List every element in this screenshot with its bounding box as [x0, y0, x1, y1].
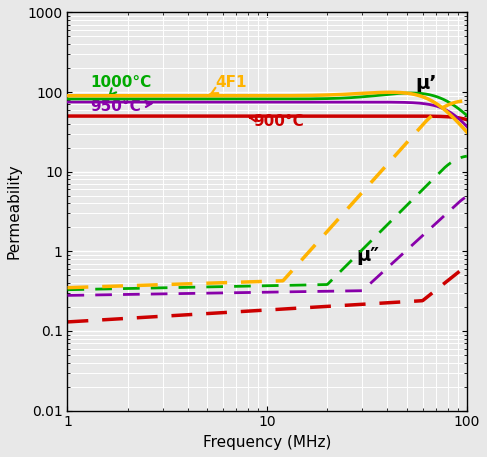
Text: 1000°C: 1000°C — [90, 75, 151, 96]
Text: 900°C: 900°C — [250, 113, 304, 128]
Text: 950°C: 950°C — [90, 99, 151, 114]
Y-axis label: Permeability: Permeability — [7, 164, 22, 260]
Text: μ″: μ″ — [356, 246, 379, 266]
X-axis label: Frequency (MHz): Frequency (MHz) — [203, 435, 331, 450]
Text: 4F1: 4F1 — [210, 75, 247, 94]
Text: μ’: μ’ — [415, 74, 437, 93]
